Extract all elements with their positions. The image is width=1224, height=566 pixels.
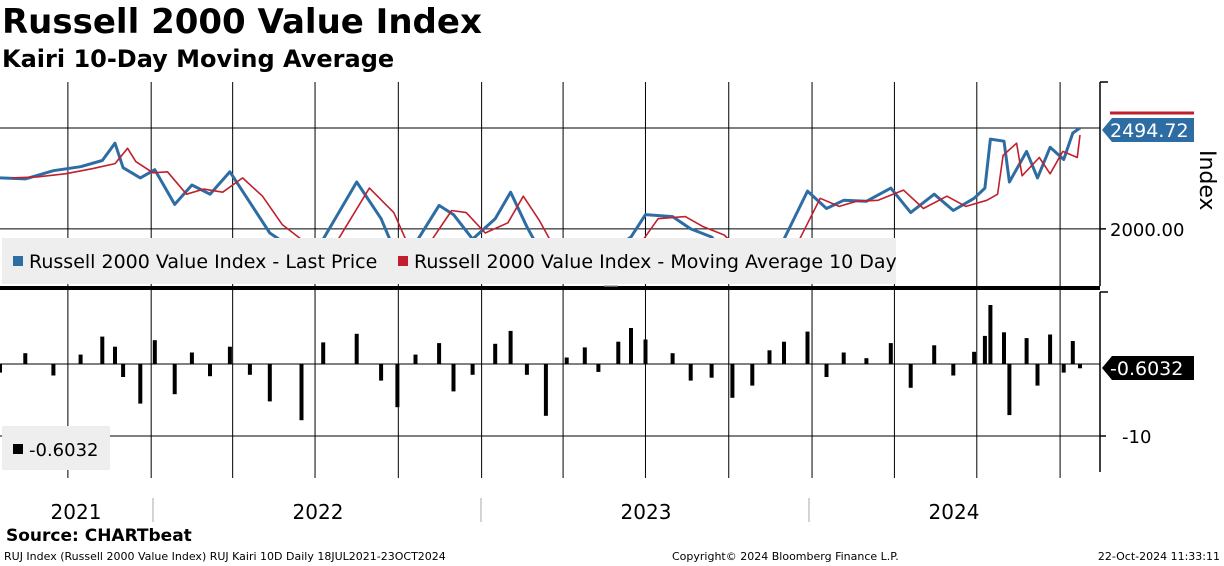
kairi-last-value-label: -0.6032 [1110, 358, 1183, 380]
kairi-panel [0, 305, 1082, 421]
kairi-bar [1061, 364, 1066, 373]
kairi-bar [782, 341, 786, 364]
source-note: Source: CHARTbeat [6, 526, 192, 546]
price-legend-background [2, 238, 896, 284]
x-tick-label: 2022 [293, 500, 344, 524]
footer-copyright: Copyright© 2024 Bloomberg Finance L.P. [672, 550, 899, 563]
panel-separator [0, 286, 1100, 290]
kairi-bar [908, 364, 913, 388]
kairi-last-value: -0.6032 [1102, 356, 1194, 380]
kairi-bar [152, 340, 157, 364]
kairi-bar [321, 342, 326, 364]
kairi-bar [864, 358, 869, 364]
panel-resize-handle [604, 285, 618, 287]
kairi-bar [824, 364, 829, 377]
kairi-bar [138, 364, 143, 404]
price-last-value: 2494.72 [1102, 117, 1194, 142]
kairi-bar [524, 364, 529, 375]
kairi-bar [227, 346, 232, 364]
kairi-bar [767, 350, 772, 364]
legend-swatch-moving-average [398, 256, 408, 266]
kairi-bar [543, 364, 548, 416]
kairi-bar [451, 364, 456, 392]
kairi-bar [51, 364, 56, 376]
kairi-bar [888, 343, 893, 364]
kairi-bar [932, 345, 937, 364]
footer-description: RUJ Index (Russell 2000 Value Index) RUJ… [4, 550, 446, 563]
kairi-bar [413, 354, 418, 364]
kairi-bar [750, 364, 755, 386]
kairi-bar [1007, 364, 1012, 416]
kairi-bar [730, 364, 735, 398]
kairi-bar [437, 343, 442, 364]
kairi-bar [670, 353, 675, 364]
footer-timestamp: 22-Oct-2024 11:33:11 [1097, 550, 1220, 563]
kairi-bar [688, 364, 693, 381]
kairi-bar [299, 364, 304, 421]
x-tick-label: 2024 [929, 500, 980, 524]
kairi-bar [1035, 364, 1040, 386]
kairi-bar [379, 364, 384, 381]
kairi-bar [596, 364, 601, 372]
kairi-bar [208, 364, 212, 377]
kairi-bar [113, 346, 117, 364]
legend-swatch-last-price [13, 256, 23, 266]
kairi-bar [805, 331, 810, 364]
legend-label-last-price: Russell 2000 Value Index - Last Price [29, 251, 377, 273]
kairi-bar [988, 305, 993, 364]
price-tick-label: 2000.00 [1110, 220, 1184, 241]
kairi-bar [582, 347, 587, 364]
kairi-bar [1070, 341, 1075, 364]
kairi-bar [172, 364, 177, 395]
kairi-bar [508, 330, 513, 364]
kairi-last-value-box [1102, 356, 1194, 380]
kairi-bar [267, 364, 272, 402]
kairi-bar [78, 354, 83, 364]
kairi-bar [23, 353, 28, 364]
legends: Russell 2000 Value Index - Last Price Rus… [2, 238, 897, 470]
kairi-bar [121, 364, 126, 377]
kairi-bar [616, 341, 621, 364]
kairi-tick-label: -10 [1122, 427, 1151, 448]
kairi-bar [564, 357, 569, 364]
kairi-bar [1078, 364, 1082, 369]
price-last-value-label: 2494.72 [1110, 120, 1189, 142]
kairi-bar [1024, 338, 1029, 364]
kairi-bar [709, 364, 714, 378]
chart-title: Russell 2000 Value Index [2, 2, 482, 42]
kairi-bar [189, 352, 194, 364]
x-tick-label: 2021 [51, 500, 102, 524]
legend-label-kairi: -0.6032 [29, 440, 98, 461]
kairi-bar [395, 364, 400, 408]
kairi-bar [100, 336, 105, 364]
kairi-bar [982, 335, 987, 364]
kairi-bar [493, 343, 498, 364]
chart-subtitle: Kairi 10-Day Moving Average [2, 45, 395, 73]
kairi-bar [1048, 334, 1053, 364]
x-tick-label: 2023 [621, 500, 672, 524]
kairi-bar [247, 364, 252, 375]
kairi-bar [629, 328, 633, 364]
kairi-bar [470, 364, 475, 375]
kairi-bar [951, 364, 956, 376]
kairi-bar [0, 364, 2, 373]
kairi-bar [354, 333, 359, 364]
kairi-bar [841, 352, 846, 364]
price-axis-label: Index [1194, 150, 1219, 211]
kairi-bar [643, 339, 648, 364]
kairi-bar [972, 351, 977, 364]
legend-swatch-kairi [13, 444, 23, 454]
kairi-bar [1002, 332, 1006, 364]
legend-label-moving-average: Russell 2000 Value Index - Moving Averag… [414, 251, 897, 273]
price-last-value-box [1102, 117, 1194, 142]
